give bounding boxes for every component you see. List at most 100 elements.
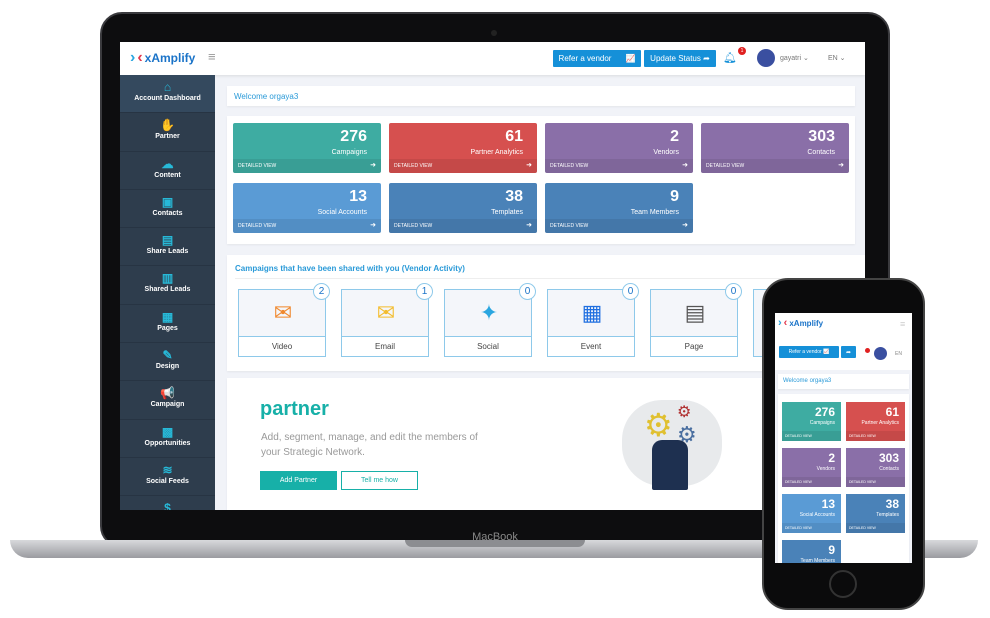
stat-value: 13 (349, 188, 367, 205)
detailed-view-link[interactable]: DETAILED VIEW (846, 477, 905, 487)
phone-screen: › ‹ xAmplify ≡ Refer a vendor 📈 ➦ EN Welco… (775, 313, 912, 563)
sidebar-item-label: Partner (155, 133, 180, 141)
stat-tile[interactable]: 9 Team Members DETAILED VIEW ➜ (545, 183, 693, 233)
sidebar-item[interactable]: $ (120, 496, 215, 510)
home-icon: ⌂ (163, 80, 172, 94)
detailed-view-link[interactable]: DETAILED VIEW ➜ (389, 159, 537, 173)
stat-tile[interactable]: 38 Templates DETAILED VIEW (846, 494, 905, 533)
sidebar-item[interactable]: ⌂ Account Dashboard (120, 75, 215, 114)
refer-vendor-label: Refer a vendor (558, 54, 612, 63)
stat-tile[interactable]: 61 Partner Analytics DETAILED VIEW ➜ (389, 123, 537, 173)
avatar[interactable] (757, 49, 775, 67)
stat-tile[interactable]: 276 Campaigns DETAILED VIEW (782, 402, 841, 441)
bell-icon[interactable]: 🔔︎ (723, 52, 736, 64)
campaign-card-social[interactable]: ✦ Social 0 (444, 283, 536, 357)
phone-logo[interactable]: › ‹ xAmplify (778, 317, 824, 329)
tell-me-how-button[interactable]: Tell me how (341, 471, 418, 490)
stat-tile[interactable]: 276 Campaigns DETAILED VIEW ➜ (233, 123, 381, 173)
detailed-view-link[interactable]: DETAILED VIEW (782, 477, 841, 487)
count-badge: 0 (725, 283, 742, 300)
stat-label: Partner Analytics (470, 149, 523, 156)
stat-tile[interactable]: 2 Vendors DETAILED VIEW (782, 448, 841, 487)
camera (491, 30, 497, 36)
update-status-button[interactable]: Update Status ➦ (644, 50, 716, 67)
laptop-base (10, 540, 978, 558)
stat-label: Vendors (653, 149, 679, 156)
share-leads-icon: ▤ (161, 233, 174, 248)
add-partner-button[interactable]: Add Partner (260, 471, 337, 490)
arrow-circle-icon: ➜ (838, 162, 844, 169)
header: › ‹ xAmplify ≡ Refer a vendor 📈 Update Stat… (120, 42, 865, 75)
stat-tile[interactable]: 2 Vendors DETAILED VIEW ➜ (545, 123, 693, 173)
detailed-view-label: DETAILED VIEW (849, 434, 876, 438)
hamburger-menu-icon[interactable]: ≡ (900, 319, 906, 329)
stat-tile[interactable]: 303 Contacts DETAILED VIEW ➜ (701, 123, 849, 173)
user-menu[interactable]: gayatri ⌄ (780, 55, 809, 62)
detailed-view-label: DETAILED VIEW (706, 163, 745, 169)
chart-icon: 📈 (823, 349, 830, 355)
detailed-view-link[interactable]: DETAILED VIEW ➜ (233, 159, 381, 173)
detailed-view-label: DETAILED VIEW (238, 163, 277, 169)
username: gayatri (780, 55, 802, 62)
campaign-card-page[interactable]: ▤ Page 0 (650, 283, 742, 357)
detailed-view-link[interactable]: DETAILED VIEW ➜ (233, 219, 381, 233)
sidebar-item[interactable]: ▥ Shared Leads (120, 266, 215, 305)
sidebar-item[interactable]: ≋ Social Feeds (120, 458, 215, 497)
language-select[interactable]: EN ⌄ (828, 55, 846, 62)
campaign-card-email[interactable]: ✉ Email 1 (341, 283, 433, 357)
stat-tile[interactable]: 13 Social Accounts DETAILED VIEW (782, 494, 841, 533)
social-bubbles-icon: ✦ (479, 300, 499, 325)
sidebar-item-label: Account Dashboard (134, 95, 201, 102)
sidebar-item[interactable]: ▤ Share Leads (120, 228, 215, 267)
sidebar-item[interactable]: ▣ Contacts (120, 190, 215, 229)
logo[interactable]: › ‹ xAmplify (130, 49, 196, 66)
stat-value: 13 (821, 497, 835, 511)
sidebar-item[interactable]: ☁ Content (120, 152, 215, 190)
detailed-view-link[interactable]: DETAILED VIEW ➜ (545, 159, 693, 173)
money-icon: ▩ (161, 424, 174, 439)
detailed-view-link[interactable]: DETAILED VIEW (846, 431, 905, 441)
hamburger-menu-icon[interactable]: ≡ (208, 49, 216, 64)
home-button[interactable] (829, 570, 857, 598)
stat-value: 303 (808, 128, 835, 145)
email-envelope-icon: ✉ (376, 300, 396, 325)
device-label: MacBook (472, 531, 518, 543)
stat-value: 9 (670, 188, 679, 205)
stat-tile[interactable]: 303 Contacts DETAILED VIEW (846, 448, 905, 487)
avatar[interactable] (874, 347, 887, 360)
detailed-view-label: DETAILED VIEW (849, 526, 876, 530)
share-arrow-icon: ➦ (703, 54, 710, 63)
refer-vendor-button[interactable]: Refer a vendor 📈 (553, 50, 641, 67)
arrow-circle-icon: ➜ (682, 222, 688, 229)
stat-label: Templates (491, 209, 523, 216)
campaign-card-label: Video (239, 336, 325, 356)
campaign-card-video[interactable]: ✉ Video 2 (238, 283, 330, 357)
stat-value: 2 (670, 128, 679, 145)
stat-tile[interactable]: 61 Partner Analytics DETAILED VIEW (846, 402, 905, 441)
sidebar-item[interactable]: 📢 Campaign (120, 381, 215, 420)
refer-vendor-button[interactable]: Refer a vendor 📈 (779, 346, 839, 358)
count-badge: 0 (622, 283, 639, 300)
stat-label: Social Accounts (799, 512, 835, 518)
welcome-banner: Welcome orgaya3 (227, 86, 855, 106)
detailed-view-link[interactable]: DETAILED VIEW (782, 431, 841, 441)
detailed-view-link[interactable]: DETAILED VIEW ➜ (389, 219, 537, 233)
language-select[interactable]: EN (895, 351, 902, 357)
update-status-button[interactable]: ➦ (841, 346, 856, 358)
stat-tile[interactable]: 38 Templates DETAILED VIEW ➜ (389, 183, 537, 233)
sidebar-item[interactable]: ✎ Design (120, 343, 215, 382)
detailed-view-link[interactable]: DETAILED VIEW ➜ (545, 219, 693, 233)
sidebar-item[interactable]: ✋ Partner (120, 113, 215, 152)
megaphone-icon: 📢 (160, 386, 175, 401)
campaign-card-event[interactable]: ▦ Event 0 (547, 283, 639, 357)
stat-tile[interactable]: 13 Social Accounts DETAILED VIEW ➜ (233, 183, 381, 233)
detailed-view-label: DETAILED VIEW (550, 163, 589, 169)
detailed-view-link[interactable]: DETAILED VIEW (782, 523, 841, 533)
sidebar-item[interactable]: ▩ Opportunities (120, 420, 215, 458)
detailed-view-link[interactable]: DETAILED VIEW ➜ (701, 159, 849, 173)
sidebar-item[interactable]: ▦ Pages (120, 305, 215, 344)
sidebar-item-label: Campaign (150, 401, 185, 409)
partner-illustration: ⚙ ⚙ ⚙ (622, 400, 722, 490)
detailed-view-link[interactable]: DETAILED VIEW (846, 523, 905, 533)
